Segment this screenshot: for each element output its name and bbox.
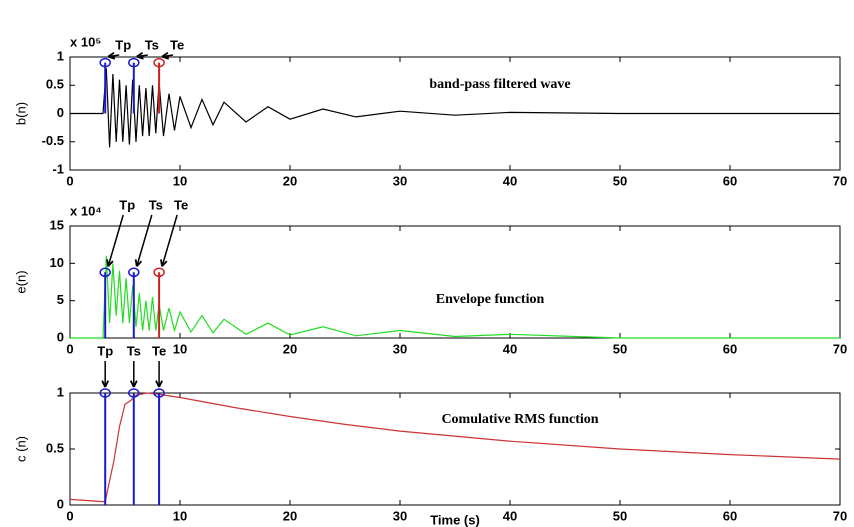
x-tick-label: 30 xyxy=(393,341,407,356)
y-tick-label: 5 xyxy=(57,292,64,307)
y-tick-label: 15 xyxy=(50,217,64,232)
pick-arrow xyxy=(107,214,124,267)
pick-label: Ts xyxy=(145,37,159,52)
y-axis-label: e(n) xyxy=(13,270,28,293)
x-tick-label: 0 xyxy=(66,173,73,188)
x-tick-label: 40 xyxy=(503,508,517,523)
x-tick-label: 20 xyxy=(283,508,297,523)
plot-area xyxy=(69,392,841,506)
y-tick-label: 1 xyxy=(57,384,64,399)
pick-marker xyxy=(128,388,140,398)
pick-arrow-head xyxy=(161,51,170,60)
pick-label: Ts xyxy=(149,197,163,212)
pick-marker xyxy=(99,57,111,68)
x-tick-label: 50 xyxy=(613,341,627,356)
pick-label: Tp xyxy=(97,343,113,358)
pick-label: Te xyxy=(170,37,184,52)
pick-label: Te xyxy=(174,197,188,212)
pick-arrow-head xyxy=(155,380,163,388)
plot-area xyxy=(69,225,841,339)
pick-marker xyxy=(153,267,165,278)
y-tick-label: 10 xyxy=(50,255,64,270)
x-tick-label: 70 xyxy=(833,341,847,356)
pick-arrow-head xyxy=(129,380,138,388)
annotation: Envelope function xyxy=(436,292,545,307)
y-tick-label: -0.5 xyxy=(42,133,64,148)
pick-marker xyxy=(128,267,140,278)
annotation: band-pass filtered wave xyxy=(429,77,570,92)
x-tick-label: 30 xyxy=(393,508,407,523)
x-tick-label: 30 xyxy=(393,173,407,188)
pick-arrow-head xyxy=(106,259,114,267)
pick-arrow xyxy=(161,214,178,267)
exponent-label: x 10⁴ xyxy=(70,203,102,218)
y-tick-label: 0.5 xyxy=(46,77,64,92)
x-tick-label: 20 xyxy=(283,173,297,188)
pick-marker xyxy=(153,57,165,68)
pick-marker xyxy=(128,57,140,68)
x-tick-label: 60 xyxy=(723,173,737,188)
pick-label: Tp xyxy=(119,197,135,212)
pick-arrow-head xyxy=(101,380,110,388)
pick-label: Te xyxy=(152,343,166,358)
pick-marker xyxy=(99,388,111,398)
pick-arrow-head xyxy=(136,51,144,60)
y-tick-label: 0 xyxy=(57,329,64,344)
pick-label: Tp xyxy=(115,37,131,52)
y-axis-label: c (n) xyxy=(13,436,28,462)
x-tick-label: 10 xyxy=(173,508,187,523)
pick-marker xyxy=(99,267,111,278)
x-tick-label: 20 xyxy=(283,341,297,356)
annotation: Comulative RMS function xyxy=(441,412,598,427)
pick-marker xyxy=(153,388,165,398)
x-tick-label: 50 xyxy=(613,508,627,523)
x-tick-label: 0 xyxy=(66,508,73,523)
x-tick-label: 10 xyxy=(173,173,187,188)
pick-arrow-head xyxy=(134,259,143,267)
x-tick-label: 60 xyxy=(723,341,737,356)
x-tick-label: 40 xyxy=(503,173,517,188)
y-tick-label: 0 xyxy=(57,105,64,120)
pick-arrow xyxy=(136,214,153,267)
data-line xyxy=(69,392,841,503)
pick-arrow-head xyxy=(160,259,168,267)
y-tick-label: 0.5 xyxy=(46,440,64,455)
x-tick-label: 10 xyxy=(173,341,187,356)
x-tick-label: 60 xyxy=(723,508,737,523)
y-tick-label: 1 xyxy=(57,48,64,63)
y-tick-label: 0 xyxy=(57,496,64,511)
x-axis-label: Time (s) xyxy=(430,512,480,527)
y-tick-label: -1 xyxy=(52,161,64,176)
y-axis-label: b(n) xyxy=(13,102,28,125)
x-tick-label: 70 xyxy=(833,173,847,188)
x-tick-label: 40 xyxy=(503,341,517,356)
pick-label: Ts xyxy=(127,343,141,358)
x-tick-label: 50 xyxy=(613,173,627,188)
exponent-label: x 10⁵ xyxy=(70,34,101,49)
pick-arrow-head xyxy=(107,51,116,60)
x-tick-label: 0 xyxy=(66,341,73,356)
x-tick-label: 70 xyxy=(833,508,847,523)
